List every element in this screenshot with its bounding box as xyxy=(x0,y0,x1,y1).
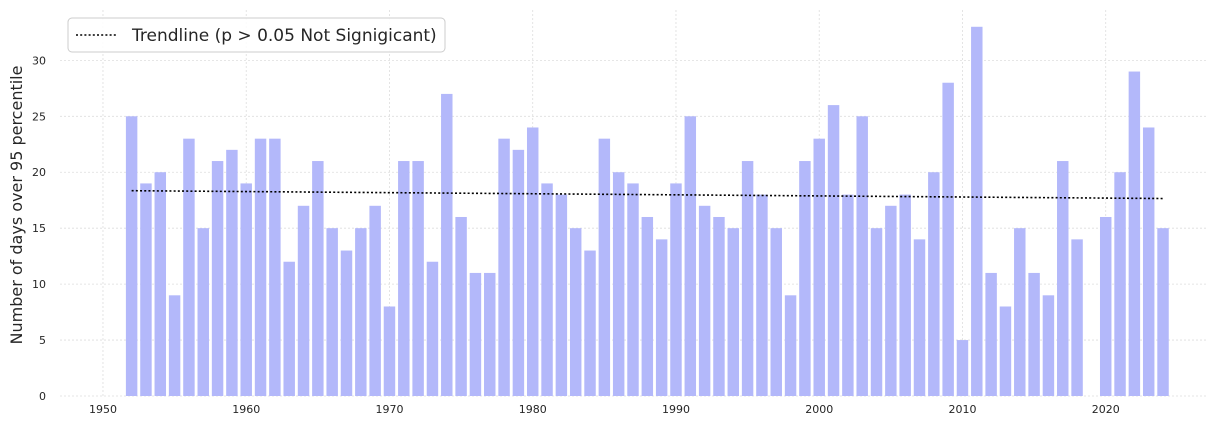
bar xyxy=(541,183,553,396)
bar xyxy=(254,138,267,396)
bar xyxy=(1014,228,1026,396)
bar xyxy=(856,116,868,396)
bar xyxy=(512,149,525,396)
bar xyxy=(756,194,768,396)
bar xyxy=(369,205,381,396)
x-tick-label: 1960 xyxy=(232,403,260,416)
bar xyxy=(1114,172,1126,396)
bar xyxy=(297,205,310,396)
x-tick-label: 1990 xyxy=(662,403,690,416)
bars xyxy=(125,26,1169,397)
bar xyxy=(441,93,453,397)
trendline-path xyxy=(131,189,1164,200)
bar xyxy=(727,228,740,396)
bar xyxy=(383,306,396,396)
bar xyxy=(211,161,224,396)
bar xyxy=(741,161,754,396)
bar xyxy=(140,183,152,396)
bar xyxy=(355,228,367,396)
bar xyxy=(1128,71,1141,397)
legend: Trendline (p > 0.05 Not Signigicant) xyxy=(67,17,446,53)
bar xyxy=(469,272,482,396)
bar xyxy=(913,239,926,396)
bar xyxy=(971,26,983,397)
bar xyxy=(426,261,439,396)
bar xyxy=(885,205,897,396)
bar xyxy=(842,194,854,396)
y-tick-label: 5 xyxy=(39,334,46,347)
x-axis-ticks: 1950 1960 1970 1980 1990 2000 2010 2020 xyxy=(89,403,1120,416)
bar xyxy=(283,261,295,396)
y-tick-label: 25 xyxy=(32,110,46,123)
bar xyxy=(684,116,697,396)
y-tick-label: 15 xyxy=(32,222,46,235)
bar xyxy=(942,82,954,396)
bar xyxy=(240,183,252,396)
legend-box xyxy=(67,17,446,53)
bar xyxy=(827,105,840,397)
bar xyxy=(598,138,611,396)
bar xyxy=(526,127,539,396)
bar xyxy=(197,228,209,396)
bar xyxy=(484,272,496,396)
bar xyxy=(627,183,639,396)
y-tick-label: 0 xyxy=(39,390,46,403)
bar xyxy=(612,172,625,396)
x-tick-label: 1950 xyxy=(89,403,117,416)
bar xyxy=(985,272,997,396)
bar xyxy=(1099,216,1112,396)
bar xyxy=(956,340,969,396)
bar xyxy=(226,149,238,396)
bar xyxy=(899,194,911,396)
bar xyxy=(455,216,467,396)
bar xyxy=(312,161,324,396)
bar xyxy=(1028,272,1040,396)
bar xyxy=(183,138,195,396)
bar xyxy=(784,295,797,396)
bar xyxy=(398,161,410,396)
bar xyxy=(154,172,167,396)
y-axis-label: Number of days over 95 percentile xyxy=(7,66,26,345)
bar xyxy=(168,295,181,396)
legend-label: Trendline (p > 0.05 Not Signigicant) xyxy=(131,26,437,46)
bar xyxy=(326,228,338,396)
bar xyxy=(928,172,940,396)
x-tick-label: 1980 xyxy=(519,403,547,416)
bar xyxy=(1057,161,1069,396)
bar xyxy=(713,216,725,396)
bar xyxy=(1142,127,1155,396)
bar xyxy=(813,138,825,396)
bar xyxy=(340,250,353,396)
bar xyxy=(125,116,138,396)
bar xyxy=(670,183,682,396)
bar xyxy=(412,161,424,396)
bar xyxy=(698,205,711,396)
y-tick-label: 30 xyxy=(32,54,46,67)
bar xyxy=(1157,228,1169,396)
y-axis-ticks: 0 5 10 15 20 25 30 xyxy=(32,54,46,403)
bar xyxy=(498,138,510,396)
bar xyxy=(999,306,1012,396)
bar xyxy=(569,228,582,396)
bar xyxy=(799,161,811,396)
x-tick-label: 2020 xyxy=(1092,403,1120,416)
bar xyxy=(269,138,281,396)
bar xyxy=(1071,239,1083,396)
bar xyxy=(870,228,883,396)
bar xyxy=(641,216,654,396)
bar xyxy=(584,250,596,396)
y-tick-label: 20 xyxy=(32,166,46,179)
y-tick-label: 10 xyxy=(32,278,46,291)
x-tick-label: 2010 xyxy=(948,403,976,416)
trendline xyxy=(131,189,1164,200)
bar xyxy=(770,228,782,396)
bar xyxy=(1042,295,1055,396)
x-tick-label: 2000 xyxy=(805,403,833,416)
bar xyxy=(655,239,668,396)
bar xyxy=(555,194,568,396)
x-tick-label: 1970 xyxy=(375,403,403,416)
